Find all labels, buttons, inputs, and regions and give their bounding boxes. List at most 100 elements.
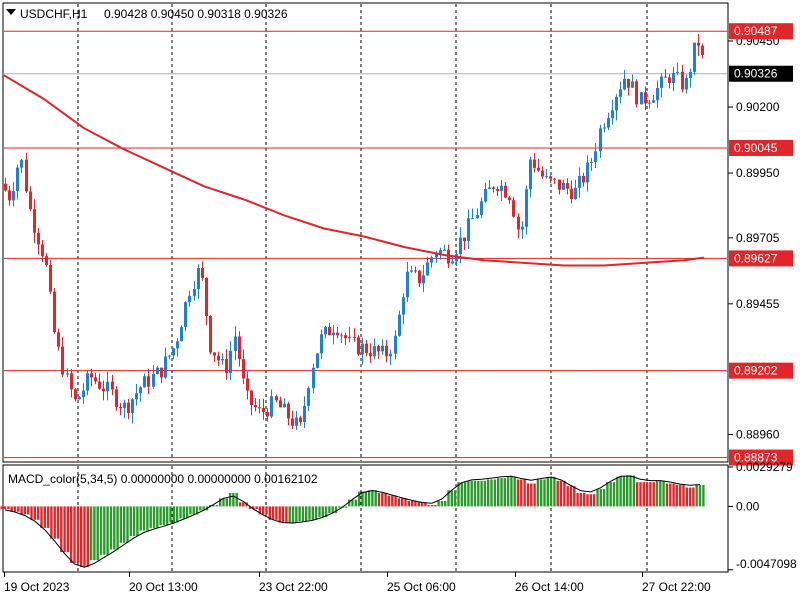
candle-body xyxy=(652,100,655,103)
candle-body xyxy=(377,346,380,352)
macd-bar xyxy=(344,506,348,508)
collapse-triangle-icon[interactable] xyxy=(6,9,16,15)
macd-bar xyxy=(546,476,549,507)
candle-body xyxy=(455,254,458,262)
candle-body xyxy=(324,327,327,335)
macd-bar xyxy=(301,506,305,522)
macd-bar xyxy=(242,502,245,507)
y-tick-label: 0.88960 xyxy=(736,428,780,442)
y-tick-label: 0.90200 xyxy=(736,100,780,114)
macd-bar xyxy=(228,492,232,507)
candle-body xyxy=(168,355,171,357)
macd-bar xyxy=(497,478,500,507)
candle-body xyxy=(160,367,163,378)
candle-body xyxy=(640,92,643,105)
candle-body xyxy=(402,297,405,315)
macd-bar xyxy=(579,492,583,507)
macd-bar xyxy=(477,480,480,507)
candle-body xyxy=(258,407,261,409)
candle-body xyxy=(328,327,331,336)
macd-bar xyxy=(288,506,291,523)
candle-body xyxy=(574,187,577,200)
macd-bar xyxy=(626,475,629,507)
candle-body xyxy=(4,183,7,191)
candle-body xyxy=(603,127,606,129)
macd-bar xyxy=(642,482,645,507)
macd-bar xyxy=(136,506,139,536)
candle-body xyxy=(517,216,520,230)
candle-body xyxy=(430,257,433,263)
candle-body xyxy=(172,348,175,356)
candle-body xyxy=(586,162,589,183)
macd-bar xyxy=(331,506,334,514)
level-price-box xyxy=(729,362,793,379)
candle-body xyxy=(410,270,413,272)
macd-bar xyxy=(109,506,113,550)
macd-bar xyxy=(123,506,126,543)
candle-body xyxy=(660,76,663,88)
candle-body xyxy=(361,343,364,355)
macd-bar xyxy=(361,491,364,507)
candle-body xyxy=(611,110,614,119)
macd-bar xyxy=(374,490,377,507)
macd-bar xyxy=(255,506,258,510)
moving-average xyxy=(3,74,705,267)
macd-bar xyxy=(83,506,86,567)
macd-bar xyxy=(606,482,609,507)
macd-bar xyxy=(632,475,636,507)
candle-body xyxy=(234,336,237,351)
macd-bar xyxy=(463,482,467,507)
macd-bar xyxy=(162,506,166,526)
candle-body xyxy=(37,232,40,245)
macd-bar xyxy=(179,506,182,519)
candle-body xyxy=(316,353,319,368)
current-price-box xyxy=(729,65,793,82)
macd-bar xyxy=(679,484,682,507)
candle-body xyxy=(291,418,294,426)
macd-bar xyxy=(672,483,675,507)
macd-bar xyxy=(116,506,119,550)
macd-bar xyxy=(7,506,10,510)
candle-body xyxy=(656,87,659,101)
macd-bar xyxy=(278,506,281,523)
candle-body xyxy=(299,417,302,423)
candle-body xyxy=(463,237,466,242)
macd-bar xyxy=(417,502,420,507)
candle-body xyxy=(57,332,60,347)
candle-body xyxy=(49,264,52,292)
macd-bar xyxy=(367,490,371,507)
macd-bar xyxy=(129,506,132,536)
macd-bar xyxy=(209,505,212,507)
candle-body xyxy=(508,197,511,201)
candle-body xyxy=(467,218,470,242)
macd-bar xyxy=(159,506,162,526)
macd-bar xyxy=(215,505,219,507)
macd-bar xyxy=(698,484,702,507)
macd-bar xyxy=(113,506,116,550)
candle-body xyxy=(74,389,77,400)
macd-bar xyxy=(222,498,225,507)
macd-bar xyxy=(238,502,242,507)
macd-bar xyxy=(596,488,599,507)
macd-bar xyxy=(106,506,109,555)
candle-body xyxy=(205,277,208,316)
candle-body xyxy=(648,102,651,104)
price-pane-frame xyxy=(2,2,729,463)
level-price-label: 0.88873 xyxy=(734,451,778,465)
candle-body xyxy=(106,381,109,392)
candle-body xyxy=(336,332,339,336)
candle-body xyxy=(270,396,273,417)
level-price-box xyxy=(729,139,793,156)
candle-body xyxy=(357,337,360,355)
macd-bar xyxy=(612,482,616,507)
candle-body xyxy=(41,244,44,257)
macd-bar xyxy=(321,506,324,518)
symbol-title: USDCHF,H1 xyxy=(20,7,88,21)
macd-bar xyxy=(50,506,53,539)
macd-bar xyxy=(410,501,414,507)
macd-bar xyxy=(199,506,202,511)
macd-bar xyxy=(93,506,96,561)
macd-histogram xyxy=(0,475,705,568)
macd-bar xyxy=(566,486,569,507)
